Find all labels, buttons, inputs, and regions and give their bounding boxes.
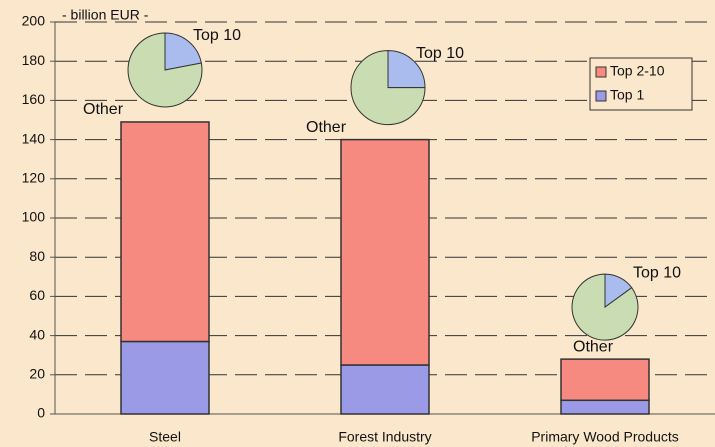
pie-slice [387, 50, 426, 89]
legend-label: Top 2-10 [610, 63, 665, 79]
legend-swatch [595, 90, 607, 102]
bar-segment [560, 358, 650, 402]
bar-segment [340, 364, 430, 415]
pie-label: Other [306, 119, 347, 136]
pie-slice [571, 273, 639, 341]
pie-label: Top 10 [193, 27, 241, 44]
pie-label: Other [83, 101, 124, 118]
y-tick-label: 160 [22, 91, 46, 107]
pie-label: Other [573, 338, 614, 355]
x-tick-label: Steel [149, 429, 181, 445]
y-tick-label: 40 [29, 326, 45, 342]
y-tick-label: 120 [22, 170, 46, 186]
x-tick-label: Forest Industry [338, 429, 431, 445]
y-tick-label: 80 [29, 248, 45, 264]
y-tick-label: 20 [29, 366, 45, 382]
bar-segment [560, 399, 650, 415]
pie-slice [127, 32, 203, 108]
bar-segment [120, 121, 210, 343]
bar-segment [120, 340, 210, 415]
y-tick-label: 140 [22, 130, 46, 146]
y-tick-label: 0 [37, 405, 45, 421]
pie-slice [164, 32, 202, 71]
x-tick-label: Primary Wood Products [531, 429, 679, 445]
legend-swatch [595, 66, 607, 78]
y-tick-label: 60 [29, 287, 45, 303]
bar-segment [340, 138, 430, 366]
y-axis-label: - billion EUR - [62, 7, 149, 23]
y-tick-label: 200 [22, 13, 46, 29]
pie-label: Top 10 [416, 45, 464, 62]
y-tick-label: 100 [22, 209, 46, 225]
pie-label: Top 10 [633, 264, 681, 281]
y-tick-label: 180 [22, 52, 46, 68]
legend-box [589, 57, 693, 111]
legend-label: Top 1 [610, 87, 644, 103]
pie-slice [350, 50, 426, 126]
